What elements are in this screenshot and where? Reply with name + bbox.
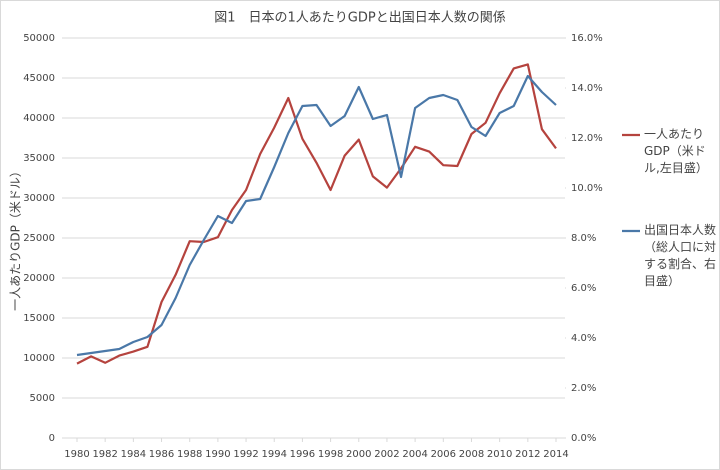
y2-tick-label: 12.0%: [571, 133, 603, 144]
y2-tick-label: 2.0%: [571, 383, 596, 394]
y2-tick-label: 4.0%: [571, 333, 596, 344]
y-tick-label: 20000: [23, 273, 55, 284]
x-tick-label: 1992: [233, 449, 258, 460]
x-tick-label: 1982: [92, 449, 117, 460]
x-tick-label: 2006: [431, 449, 456, 460]
y2-tick-label: 8.0%: [571, 233, 596, 244]
y-tick-label: 0: [49, 433, 55, 444]
x-tick-label: 1986: [149, 449, 174, 460]
y-tick-label: 40000: [23, 113, 55, 124]
y-tick-label: 45000: [23, 73, 55, 84]
y2-tick-label: 0.0%: [571, 433, 596, 444]
x-tick-label: 1998: [318, 449, 343, 460]
y-tick-label: 50000: [23, 33, 55, 44]
x-tick-label: 2014: [543, 449, 568, 460]
y2-tick-label: 14.0%: [571, 83, 603, 94]
series-line: [76, 74, 557, 357]
y-tick-label: 5000: [30, 393, 55, 404]
y-tick-label: 25000: [23, 233, 55, 244]
x-tick-label: 2012: [515, 449, 540, 460]
y-axis-label: 一人あたりGDP（米ドル）: [9, 165, 23, 311]
x-tick-label: 1994: [262, 449, 287, 460]
x-tick-label: 2008: [459, 449, 484, 460]
legend-label: 一人あたりGDP（米ドル,左目盛）: [644, 127, 708, 175]
x-tick-label: 1980: [64, 449, 89, 460]
legend-label: 出国日本人数（総人口に対する割合、右目盛）: [644, 223, 717, 288]
chart-title: 図1 日本の1人あたりGDPと出国日本人数の関係: [214, 11, 505, 26]
x-tick-label: 2004: [402, 449, 427, 460]
x-tick-label: 2000: [346, 449, 371, 460]
x-tick-label: 2010: [487, 449, 512, 460]
y2-tick-label: 10.0%: [571, 183, 603, 194]
x-tick-label: 1996: [290, 449, 315, 460]
x-tick-label: 1988: [177, 449, 202, 460]
y-tick-label: 15000: [23, 313, 55, 324]
x-tick-label: 1990: [205, 449, 230, 460]
y2-tick-label: 6.0%: [571, 283, 596, 294]
y-tick-label: 10000: [23, 353, 55, 364]
x-tick-label: 1984: [121, 449, 146, 460]
y-tick-label: 35000: [23, 153, 55, 164]
y-tick-label: 30000: [23, 193, 55, 204]
y2-tick-label: 16.0%: [571, 33, 603, 44]
x-tick-label: 2002: [374, 449, 399, 460]
